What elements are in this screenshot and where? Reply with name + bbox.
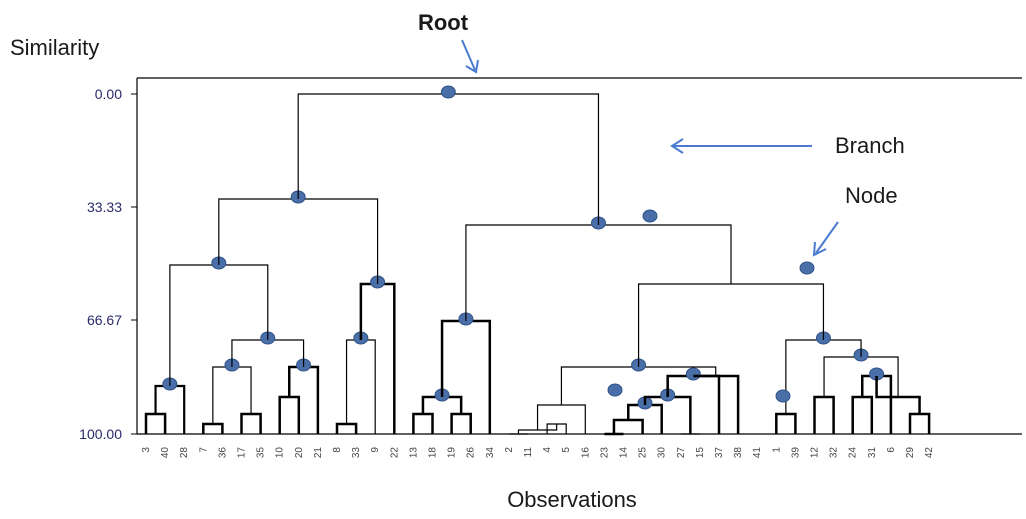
- observation-label: 11: [523, 447, 534, 458]
- branch-link: [359, 282, 396, 434]
- observation-label: 18: [428, 447, 439, 459]
- branch-link: [240, 412, 262, 434]
- branch-link: [440, 319, 492, 434]
- observation-labels: 3 40 28 7 36 17 35 10 20 21 8 33 9 22 13 18 19 26 34 2 11 4 5 1…: [141, 447, 935, 459]
- node-marker: [799, 261, 815, 275]
- observation-label: 41: [752, 447, 763, 459]
- observation-label: 2: [504, 447, 515, 453]
- branch-link: [612, 418, 644, 434]
- observation-label: 14: [619, 447, 630, 459]
- root-annotation: Root: [418, 10, 469, 35]
- observation-label: 13: [408, 447, 419, 459]
- observation-label: 36: [217, 447, 228, 459]
- dendrogram-tree: [144, 85, 931, 436]
- observation-label: 20: [294, 447, 305, 459]
- branch-link: [212, 366, 252, 424]
- branch-link: [144, 412, 167, 434]
- branch-link: [335, 422, 358, 434]
- observation-label: 31: [867, 447, 878, 459]
- observation-label: 16: [580, 447, 591, 459]
- observation-label: 9: [370, 447, 381, 453]
- observation-label: 37: [714, 447, 725, 459]
- branch-link: [693, 374, 740, 434]
- observation-label: 24: [848, 447, 859, 459]
- root-arrow-head: [465, 59, 479, 74]
- observation-label: 39: [790, 447, 801, 459]
- branch-link: [202, 422, 224, 434]
- node-marker: [775, 389, 791, 403]
- branch-link: [412, 412, 434, 434]
- observation-label: 4: [542, 447, 553, 453]
- observation-label: 5: [561, 447, 572, 453]
- branch-annotation: Branch: [835, 133, 905, 158]
- observation-label: 15: [695, 447, 706, 459]
- branch-link: [813, 395, 835, 434]
- observation-label: 38: [733, 447, 744, 459]
- observation-label: 12: [810, 447, 821, 459]
- x-axis-title: Observations: [507, 487, 637, 512]
- branch-link: [218, 198, 379, 284]
- node-marker: [440, 85, 456, 99]
- observation-label: 35: [256, 447, 267, 459]
- y-tick-label: 66.67: [87, 312, 122, 328]
- branch-link: [288, 365, 320, 434]
- observation-label: 6: [886, 447, 897, 453]
- observation-label: 29: [905, 447, 916, 459]
- y-axis-title: Similarity: [10, 35, 99, 60]
- node-annotation: Node: [845, 183, 898, 208]
- branch-link: [345, 339, 376, 434]
- observation-label: 22: [389, 447, 400, 459]
- node-arrow-head: [812, 241, 827, 257]
- node-marker: [607, 383, 623, 397]
- observation-label: 28: [179, 447, 190, 459]
- observation-label: 23: [599, 447, 610, 459]
- branch-link: [851, 395, 874, 434]
- observation-label: 25: [638, 447, 649, 459]
- root-arrow: [461, 39, 476, 71]
- branch-link: [169, 264, 269, 386]
- observation-label: 8: [332, 447, 343, 453]
- branch-link: [775, 412, 797, 434]
- y-tick-label: 100.00: [79, 426, 122, 442]
- branch-arrow-head: [670, 138, 684, 154]
- observation-label: 30: [657, 447, 668, 459]
- observation-label: 21: [313, 447, 324, 459]
- observation-label: 32: [829, 447, 840, 459]
- node-arrow: [815, 221, 839, 254]
- observation-label: 40: [160, 447, 171, 459]
- branch-link: [297, 93, 600, 225]
- branch-link: [465, 224, 732, 321]
- branch-link: [278, 395, 301, 434]
- observation-label: 42: [924, 447, 935, 459]
- observation-label: 10: [275, 447, 286, 459]
- observation-label: 1: [771, 447, 782, 453]
- observation-label: 27: [676, 447, 687, 459]
- observation-label: 7: [198, 447, 209, 453]
- branch-link: [154, 384, 186, 434]
- branch-link: [637, 283, 825, 367]
- observation-label: 17: [237, 447, 248, 459]
- observation-label: 34: [485, 447, 496, 459]
- branch-link: [908, 412, 931, 434]
- y-tick-label: 0.00: [95, 86, 122, 102]
- y-tick-label: 33.33: [87, 199, 122, 215]
- branch-link: [666, 374, 721, 434]
- node-marker: [642, 209, 658, 223]
- observation-label: 33: [351, 447, 362, 459]
- observation-label: 3: [141, 447, 152, 453]
- observation-label: 26: [466, 447, 477, 459]
- observation-label: 19: [447, 447, 458, 459]
- branch-link: [450, 412, 472, 434]
- node-marker: [685, 367, 701, 381]
